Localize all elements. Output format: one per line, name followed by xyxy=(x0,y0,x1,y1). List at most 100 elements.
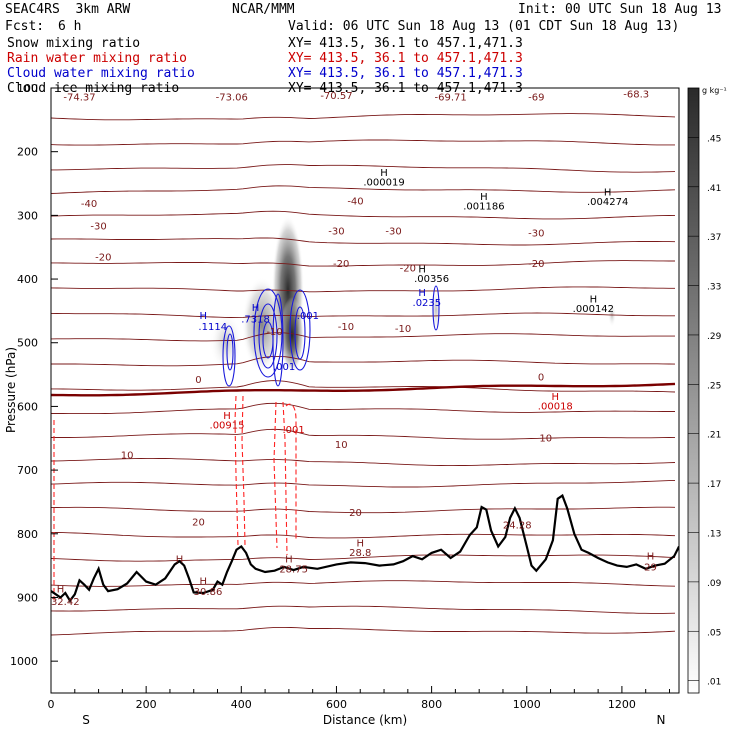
rain-contour xyxy=(282,401,288,556)
y-axis-label: Pressure (hPa) xyxy=(4,347,18,433)
surface-max-label: 29 xyxy=(644,563,657,574)
colorbar-label: .01 xyxy=(707,678,721,688)
y-tick-label: 1000 xyxy=(10,655,38,668)
x-tick-label: 1000 xyxy=(513,698,541,711)
temperature-contours xyxy=(51,113,676,636)
model-title: SEAC4RS 3km ARW xyxy=(5,2,131,17)
isotherm-label: 10 xyxy=(335,440,348,451)
isotherm-label: -30 xyxy=(328,226,344,237)
contour-labels: -74.37 -73.06 -70.57 -69.71 -69 -68.3 -40 -40 -3… xyxy=(51,90,657,609)
isotherm-line xyxy=(51,554,676,562)
cloud-water-contours xyxy=(222,285,440,387)
isotherm-label: 0 xyxy=(195,375,201,386)
isotherm-label: 10 xyxy=(121,451,134,462)
snow-ice-shading xyxy=(210,215,616,373)
valid-time: Valid: 06 UTC Sun 18 Aug 13 (01 CDT Sun … xyxy=(288,19,680,34)
y-tick-label: 700 xyxy=(17,464,38,477)
colorbar-label: .05 xyxy=(707,628,721,638)
surface-max-label: H xyxy=(647,551,655,562)
x-end-label-north: N xyxy=(657,713,666,727)
x-tick-label: 800 xyxy=(421,698,442,711)
isotherm-line xyxy=(51,260,675,267)
isotherm-line xyxy=(51,380,676,393)
cloud-water-contour xyxy=(294,306,306,360)
field-name-rain: Rain water mixing ratio xyxy=(7,51,188,66)
cloud-water-contour xyxy=(226,333,234,371)
isotherm-label: -40 xyxy=(81,199,97,210)
x-tick-label: 200 xyxy=(136,698,157,711)
isotherm-line xyxy=(51,237,676,246)
shading-weak-left xyxy=(210,312,242,372)
field-xy-snow: XY= 413.5, 36.1 to 457.1,471.3 xyxy=(288,36,523,51)
isotherm-line xyxy=(51,402,675,415)
colorbar-label: .45 xyxy=(707,134,721,144)
cloud-water-contour xyxy=(432,285,440,331)
cloud-water-max-label: H xyxy=(418,288,426,299)
cloud-water-max-label: .001 xyxy=(273,362,295,373)
y-tick-label: 400 xyxy=(17,273,38,286)
rain-max-label: H xyxy=(223,411,231,422)
surface-max-label: H xyxy=(199,577,207,588)
colorbar-label: .33 xyxy=(707,283,721,293)
colorbar-label: .29 xyxy=(707,332,722,342)
cloud-water-contour xyxy=(289,289,311,371)
cloud-water-contour xyxy=(272,293,284,387)
colorbar-label: .25 xyxy=(707,381,721,391)
y-tick-label: 900 xyxy=(17,591,38,604)
isotherm-label: 20 xyxy=(192,518,205,529)
isotherm-label: -20 xyxy=(528,259,544,270)
y-tick-label: 100 xyxy=(17,82,38,95)
min-temp-label: -74.37 xyxy=(63,93,95,104)
surface-max-label: 24.28 xyxy=(503,521,532,532)
rain-contour xyxy=(273,401,278,549)
surface-max-label: 30.86 xyxy=(194,587,223,598)
rain-contour xyxy=(234,395,239,546)
isotherm-label: -20 xyxy=(400,263,416,274)
snow-max-label: H xyxy=(418,265,426,276)
colorbar-unit: g kg⁻¹ xyxy=(702,86,727,95)
isotherm-line xyxy=(51,312,675,319)
isotherm-line xyxy=(51,605,676,614)
isotherm-line xyxy=(51,428,676,440)
cloud-water-max-label: H xyxy=(199,311,207,322)
rain-max-label: .001 xyxy=(283,425,305,436)
isotherm-line xyxy=(51,457,676,467)
y-tick-label: 800 xyxy=(17,528,38,541)
isotherm-line xyxy=(51,139,675,146)
isotherm-line xyxy=(51,113,676,121)
colorbar-gradient xyxy=(687,87,700,694)
min-temp-label: -68.3 xyxy=(623,90,649,101)
min-temp-label: -69.71 xyxy=(435,93,467,104)
terrain-line xyxy=(51,493,679,603)
x-tick-label: 400 xyxy=(231,698,252,711)
cloud-water-contour xyxy=(222,325,236,387)
isotherm-line xyxy=(51,479,676,488)
y-tick-label: 500 xyxy=(17,337,38,350)
cloud-water-max-label: .001 xyxy=(297,311,319,322)
min-temp-label: -73.06 xyxy=(216,93,248,104)
isotherm-line xyxy=(51,164,676,173)
min-temp-label: -70.57 xyxy=(320,91,352,102)
colorbar-label: .41 xyxy=(707,184,721,194)
isotherm-label: -30 xyxy=(528,228,544,239)
surface-max-label: H xyxy=(176,554,184,565)
isotherm-label: -10 xyxy=(395,324,411,335)
isotherm-label: -10 xyxy=(338,322,354,333)
snow-max-label: H xyxy=(604,188,612,199)
isotherm-line xyxy=(51,531,676,539)
isotherm-label: 20 xyxy=(349,508,362,519)
colorbar-label: .21 xyxy=(707,431,721,441)
colorbar-label: .37 xyxy=(707,233,721,243)
surface-max-label: 32.42 xyxy=(51,597,80,608)
cloud-water-max-label: .7318 xyxy=(241,314,270,325)
isotherm-label: -10 xyxy=(266,327,282,338)
snow-max-label: .001186 xyxy=(463,202,504,213)
x-tick-label: 600 xyxy=(326,698,347,711)
y-axis: 100 200 300 400 500 600 700 800 900 1000 xyxy=(10,82,58,668)
isotherm-label: -20 xyxy=(333,259,349,270)
isotherm-line xyxy=(51,626,676,636)
rain-contour xyxy=(285,403,297,540)
isotherm-label: -30 xyxy=(385,226,401,237)
rain-water-contours xyxy=(53,395,297,600)
